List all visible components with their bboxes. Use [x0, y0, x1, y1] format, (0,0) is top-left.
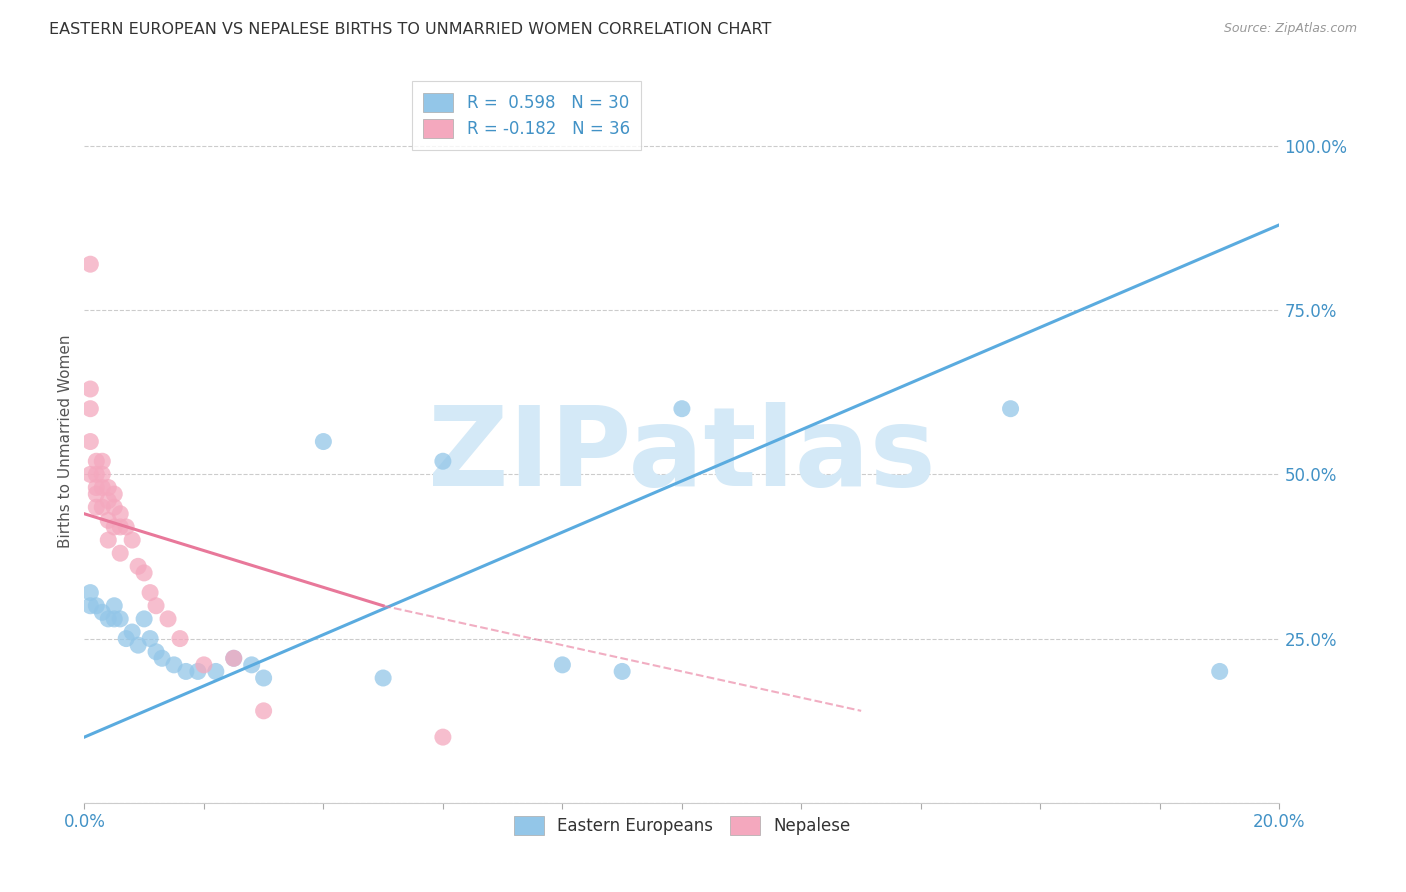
Point	[97, 533, 120, 547]
Point	[145, 599, 167, 613]
Point	[115, 520, 138, 534]
Point	[97, 493, 120, 508]
Point	[193, 657, 215, 672]
Point	[145, 645, 167, 659]
Text: EASTERN EUROPEAN VS NEPALESE BIRTHS TO UNMARRIED WOMEN CORRELATION CHART: EASTERN EUROPEAN VS NEPALESE BIRTHS TO U…	[49, 22, 772, 37]
Point	[91, 454, 114, 468]
Point	[1209, 665, 1232, 679]
Point	[432, 730, 454, 744]
Point	[97, 513, 120, 527]
Y-axis label: Births to Unmarried Women: Births to Unmarried Women	[58, 334, 73, 549]
Point	[121, 625, 143, 640]
Point	[222, 651, 245, 665]
Point	[110, 507, 132, 521]
Point	[432, 454, 454, 468]
Point	[174, 665, 197, 679]
Point	[97, 612, 120, 626]
Point	[163, 657, 186, 672]
Point	[79, 401, 101, 416]
Point	[671, 401, 693, 416]
Point	[103, 520, 125, 534]
Point	[103, 500, 125, 515]
Text: ZIPatlas: ZIPatlas	[427, 402, 936, 509]
Point	[1000, 401, 1022, 416]
Point	[103, 487, 125, 501]
Point	[110, 612, 132, 626]
Point	[127, 559, 149, 574]
Point	[253, 671, 276, 685]
Point	[157, 612, 180, 626]
Point	[612, 665, 634, 679]
Point	[91, 481, 114, 495]
Point	[132, 612, 156, 626]
Point	[187, 665, 209, 679]
Point	[373, 671, 395, 685]
Point	[86, 487, 108, 501]
Point	[115, 632, 138, 646]
Point	[103, 612, 125, 626]
Point	[103, 599, 125, 613]
Point	[86, 481, 108, 495]
Point	[79, 599, 101, 613]
Point	[97, 481, 120, 495]
Point	[79, 434, 101, 449]
Point	[132, 566, 156, 580]
Point	[86, 467, 108, 482]
Point	[121, 533, 143, 547]
Point	[312, 434, 335, 449]
Point	[110, 546, 132, 560]
Point	[91, 500, 114, 515]
Point	[169, 632, 191, 646]
Point	[79, 382, 101, 396]
Point	[150, 651, 173, 665]
Point	[127, 638, 149, 652]
Point	[551, 657, 574, 672]
Text: Source: ZipAtlas.com: Source: ZipAtlas.com	[1223, 22, 1357, 36]
Point	[91, 467, 114, 482]
Point	[79, 585, 101, 599]
Point	[139, 632, 162, 646]
Point	[79, 257, 101, 271]
Point	[86, 500, 108, 515]
Point	[139, 585, 162, 599]
Point	[240, 657, 263, 672]
Legend: Eastern Europeans, Nepalese: Eastern Europeans, Nepalese	[508, 809, 856, 841]
Point	[86, 599, 108, 613]
Point	[205, 665, 228, 679]
Point	[86, 454, 108, 468]
Point	[253, 704, 276, 718]
Point	[110, 520, 132, 534]
Point	[79, 467, 101, 482]
Point	[222, 651, 245, 665]
Point	[91, 605, 114, 619]
